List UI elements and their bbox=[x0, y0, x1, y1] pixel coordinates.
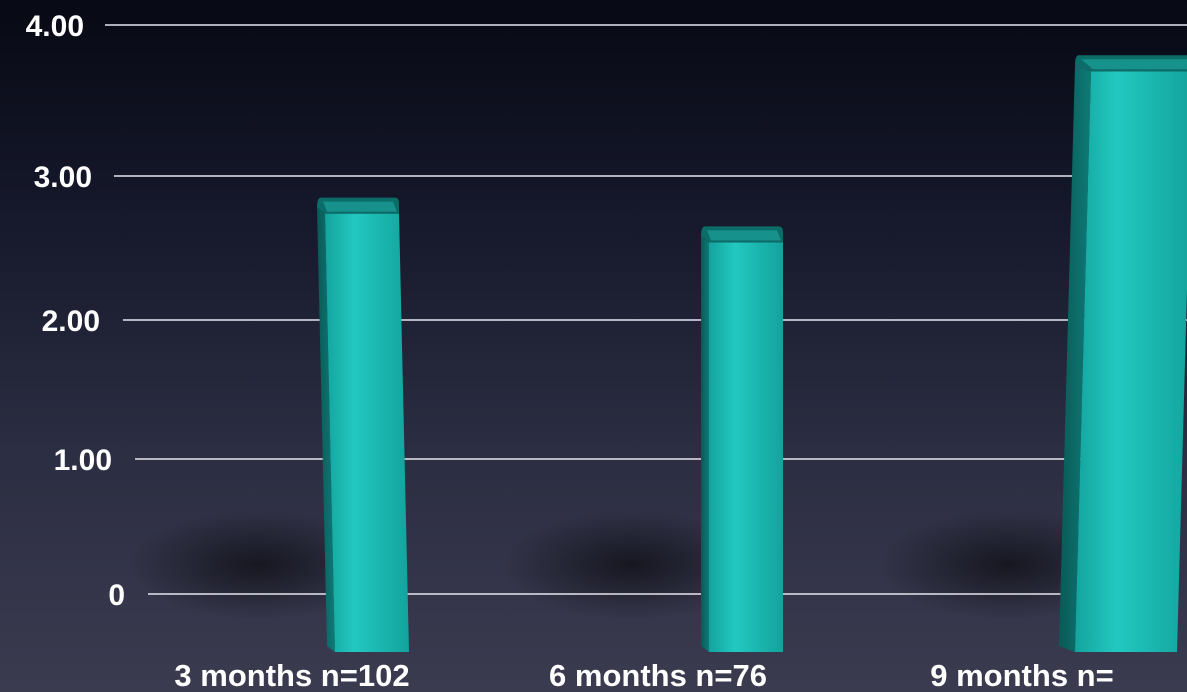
bar-cap bbox=[1075, 55, 1187, 72]
bar-side bbox=[701, 236, 709, 652]
y-tick-label: 1.00 bbox=[54, 444, 112, 477]
y-tick-label: 3.00 bbox=[34, 161, 92, 194]
bar-3 bbox=[1059, 55, 1187, 652]
bar-highlight bbox=[707, 230, 781, 241]
bar-highlight bbox=[1081, 59, 1187, 70]
x-category-label: 3 months n=102 bbox=[174, 658, 409, 692]
bar-face bbox=[709, 242, 783, 652]
gridlines bbox=[105, 24, 1187, 595]
bar-cap bbox=[317, 197, 399, 214]
y-tick-label: 2.00 bbox=[42, 305, 100, 338]
bar-face bbox=[325, 213, 409, 652]
y-axis: 0 1.00 2.00 3.00 4.00 bbox=[26, 10, 125, 612]
bars bbox=[317, 55, 1187, 652]
bar-face bbox=[1075, 71, 1187, 652]
bar-shadow bbox=[128, 510, 388, 620]
bar-1 bbox=[317, 197, 409, 652]
x-category-label: 6 months n=76 bbox=[549, 658, 767, 692]
bar-cap bbox=[701, 226, 783, 243]
bar-highlight bbox=[323, 201, 397, 212]
x-category-label: 9 months n= bbox=[930, 658, 1113, 692]
y-tick-label: 4.00 bbox=[26, 10, 84, 43]
bar-shadow bbox=[502, 510, 762, 620]
bar-side bbox=[317, 207, 335, 652]
y-tick-label: 0 bbox=[108, 579, 125, 612]
x-axis: 3 months n=102 6 months n=76 9 months n= bbox=[174, 658, 1113, 692]
bar-2 bbox=[701, 226, 783, 652]
bar-side bbox=[1059, 65, 1091, 652]
